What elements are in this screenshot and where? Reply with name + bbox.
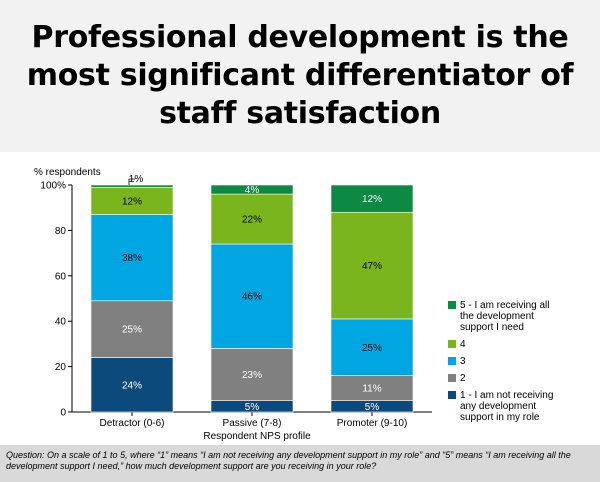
legend-label: 2 xyxy=(460,373,466,384)
segment-value-label: 12% xyxy=(362,194,382,205)
legend-label: 1 - I am not receiving xyxy=(460,390,553,401)
segment-value-label: 47% xyxy=(362,261,382,272)
segment-value-label: 25% xyxy=(122,325,142,336)
segment-labels: 24% 25% 38% 12% 1% 5% 23% 46% 22% 4% 5% 11% 25% 47% 12… xyxy=(122,174,382,413)
bar-segment xyxy=(90,186,174,215)
legend-label: 5 - I am receiving all xyxy=(460,300,549,311)
y-axis-title: % respondents xyxy=(34,167,101,178)
legend-label: support I need xyxy=(460,322,524,333)
y-tick-label: 100% xyxy=(40,181,66,192)
segment-value-label: 25% xyxy=(362,343,382,354)
y-tick-label: 0 xyxy=(60,408,66,419)
bar-segment xyxy=(210,193,294,245)
bar-segment xyxy=(210,184,294,195)
callout-line xyxy=(128,178,135,185)
segment-value-label: 12% xyxy=(122,196,142,207)
legend-swatch xyxy=(448,357,456,365)
segment-value-label: 23% xyxy=(242,370,262,381)
x-tick-label: Promoter (9-10) xyxy=(337,418,408,429)
legend-label: the development xyxy=(460,311,534,322)
segment-value-label: 22% xyxy=(242,215,262,226)
legend-swatch xyxy=(448,374,456,382)
segment-value-label: 4% xyxy=(245,185,260,196)
segment-value-label: 1% xyxy=(129,174,144,185)
stacked-bar-chart: % respondents 0 20 40 60 80 100% Detractor (0-… xyxy=(34,167,553,442)
segment-value-label: 38% xyxy=(122,253,142,264)
bar-segment xyxy=(90,357,174,413)
y-tick-label: 80 xyxy=(55,226,67,237)
bar-segment xyxy=(330,184,414,213)
legend-label: any development xyxy=(460,401,536,412)
bar-segment xyxy=(330,318,414,376)
bars xyxy=(90,184,414,413)
x-tick-label: Detractor (0-6) xyxy=(99,418,164,429)
bar-segment xyxy=(210,243,294,349)
legend-swatch xyxy=(448,340,456,348)
segment-value-label: 5% xyxy=(365,402,380,413)
y-tick-label: 20 xyxy=(55,362,67,373)
bar-segment xyxy=(90,184,174,188)
title-band: Professional development is the most sig… xyxy=(0,0,600,152)
x-tick-label: Passive (7-8) xyxy=(223,418,282,429)
legend-swatch xyxy=(448,391,456,399)
legend-label: 3 xyxy=(460,356,466,367)
chart-title: Professional development is the most sig… xyxy=(26,20,574,131)
legend-label: 4 xyxy=(460,339,466,350)
legend-label: support in my role xyxy=(460,412,540,423)
bar-segment xyxy=(330,375,414,401)
x-axis-title: Respondent NPS profile xyxy=(203,431,311,442)
segment-value-label: 11% xyxy=(362,384,381,395)
segment-value-label: 24% xyxy=(122,380,142,391)
legend-swatch xyxy=(448,301,456,309)
bar-segment xyxy=(330,211,414,320)
segment-value-label: 46% xyxy=(242,292,262,303)
bar-segment xyxy=(90,214,174,302)
y-tick-label: 60 xyxy=(55,271,67,282)
y-tick-label: 40 xyxy=(55,317,67,328)
bar-segment xyxy=(210,348,294,401)
survey-question: Question: On a scale of 1 to 5, where “1… xyxy=(0,445,600,482)
segment-value-label: 5% xyxy=(245,402,260,413)
bar-segment xyxy=(90,300,174,358)
